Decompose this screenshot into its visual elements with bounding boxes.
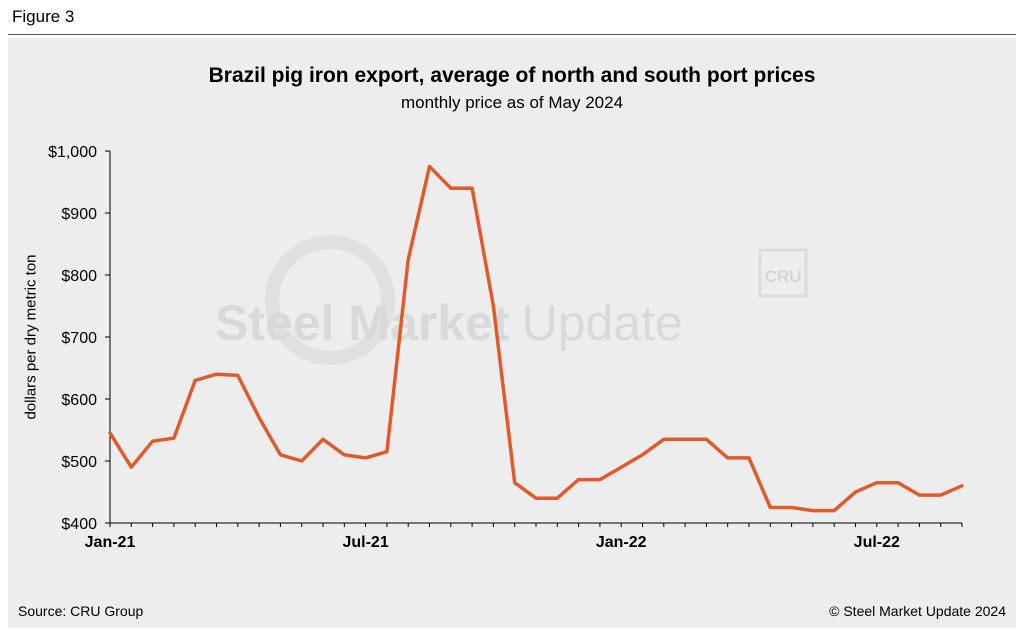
y-tick-label: $900 [61,206,97,223]
series-layer [108,164,964,513]
watermark-brand-light: Update [522,295,683,351]
x-tick-label: Jan-22 [596,534,647,551]
x-tick-label: Jan-21 [85,534,136,551]
chart-panel [8,38,1016,628]
watermark: Steel Market Update CRU [215,235,808,365]
header-divider [8,34,1016,35]
watermark-badge: CRU [765,267,802,286]
watermark-brand-bold: Steel Market [215,295,510,351]
figure-label: Figure 3 [12,7,75,26]
source-note: Source: CRU Group [18,603,144,619]
watermark-badge-box [758,248,808,298]
y-tick-label: $1,000 [48,144,97,161]
y-tick-label: $400 [61,516,97,533]
y-tick-label: $600 [61,392,97,409]
watermark-brand: Steel Market Update [215,295,683,351]
axes: $400 $500 $600 $700 $800 $900 $1,000 Jan-21 Jul-… [48,144,963,551]
copyright-note: © Steel Market Update 2024 [829,603,1006,619]
series-line [108,164,964,513]
chart-title: Brazil pig iron export, average of north… [208,64,816,87]
watermark-logo-icon [265,235,395,365]
x-tick-label: Jul-22 [854,534,900,551]
y-tick-label: $700 [61,330,97,347]
x-tick-label: Jul-21 [342,534,388,551]
y-tick-label: $500 [61,454,97,471]
y-tick-label: $800 [61,268,97,285]
y-axis-label: dollars per dry metric ton [22,254,40,420]
figure-header: Figure 3 [0,0,1024,34]
chart-subtitle: monthly price as of May 2024 [400,93,624,112]
